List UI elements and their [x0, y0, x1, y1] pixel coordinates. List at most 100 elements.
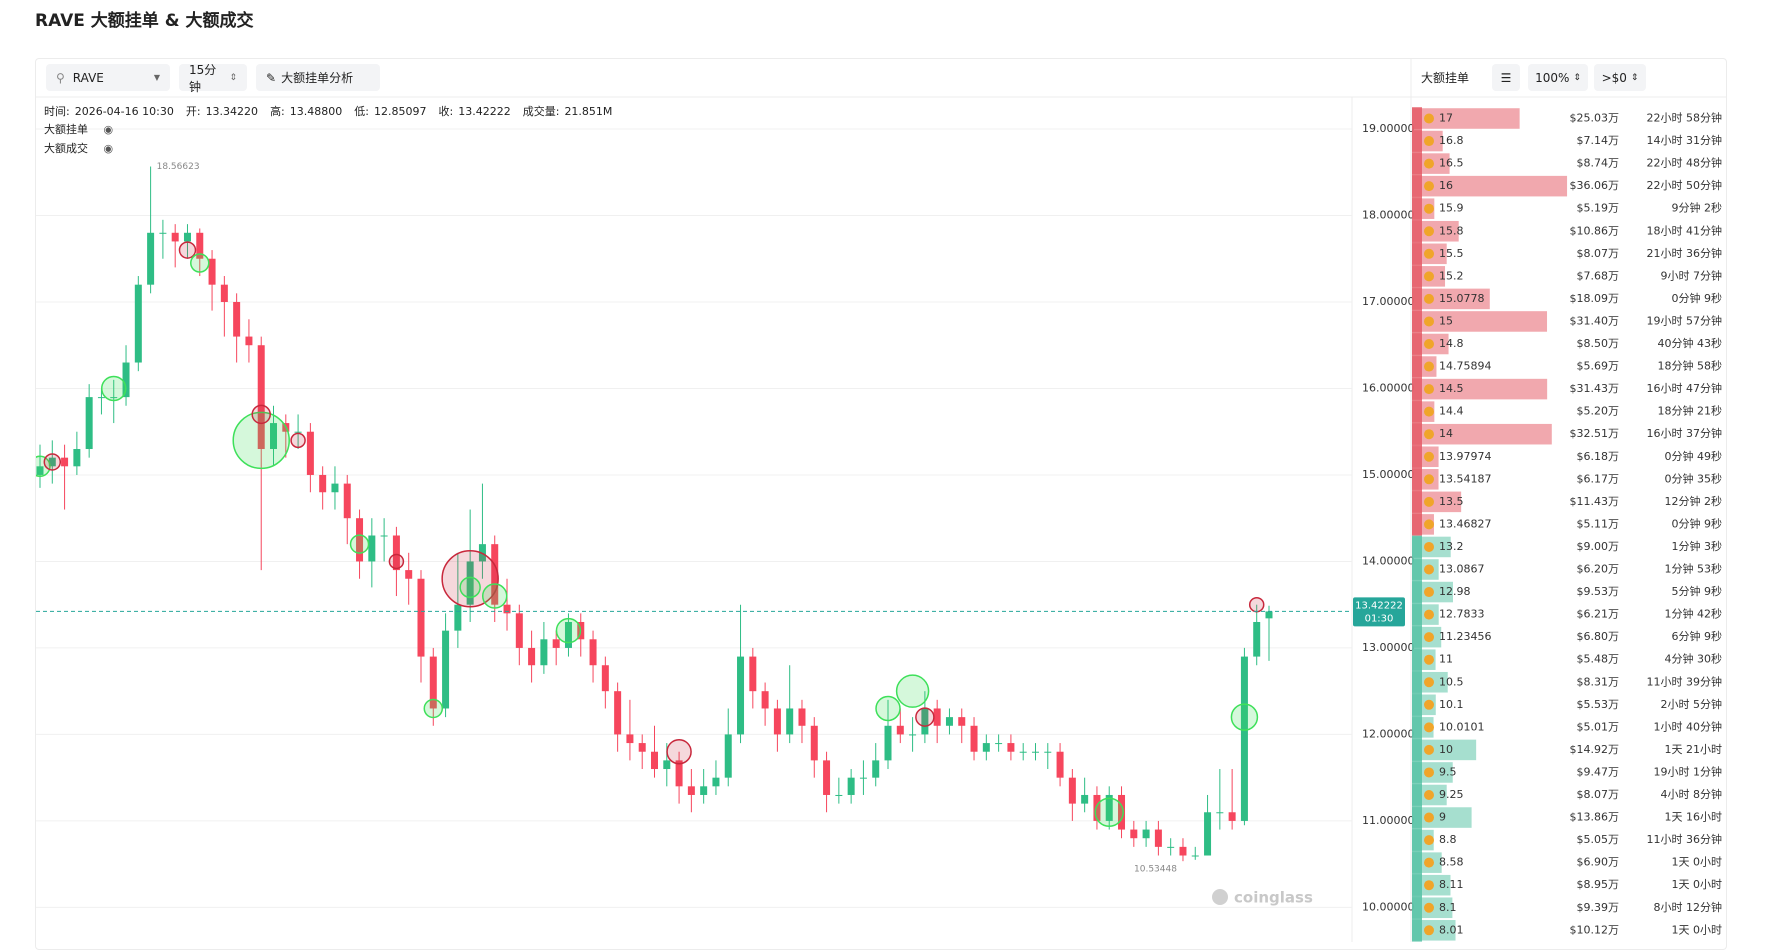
- coin-icon: [1424, 496, 1434, 507]
- candle-body: [749, 656, 757, 692]
- candle-body: [429, 656, 437, 709]
- analysis-button[interactable]: ✎ 大额挂单分析: [256, 64, 380, 91]
- order-amount: $6.21万: [1577, 608, 1620, 621]
- order-time: 1天 16小时: [1665, 811, 1723, 824]
- panel: [35, 58, 1727, 950]
- order-time: 40分钟 43秒: [1658, 336, 1723, 350]
- coin-icon: [1424, 474, 1434, 485]
- order-amount: $5.48万: [1577, 653, 1620, 666]
- settings-button[interactable]: ☰: [1492, 64, 1520, 91]
- y-tick-label: 13.00000: [1362, 641, 1415, 654]
- order-time: 18分钟 58秒: [1658, 359, 1723, 373]
- candle-body: [380, 535, 388, 537]
- amount-bar: [1412, 739, 1477, 761]
- order-price: 13.46827: [1439, 517, 1492, 530]
- order-row: 8.11 $8.95万 1天 0小时: [1412, 873, 1722, 897]
- coin-icon: [1424, 136, 1434, 147]
- candle-body: [552, 639, 560, 648]
- info-item: 低: 12.85097: [354, 103, 426, 119]
- order-price: 15.8: [1439, 224, 1464, 237]
- order-row: 8.8 $5.05万 11小时 36分钟: [1412, 828, 1722, 852]
- amount-bar: [1412, 220, 1459, 242]
- info-value: 13.48800: [289, 105, 343, 118]
- order-price: 9: [1439, 811, 1446, 824]
- order-time: 22小时 50分钟: [1647, 178, 1723, 192]
- order-price: 14.8: [1439, 337, 1464, 350]
- info-label: 高:: [270, 105, 285, 118]
- trade-bubble: [441, 549, 499, 608]
- order-amount: $32.51万: [1570, 427, 1620, 440]
- low-annotation: 10.53448: [1134, 865, 1177, 875]
- legend-item[interactable]: 大额成交 ◉: [44, 140, 113, 156]
- amount-bar: [1412, 108, 1520, 129]
- trade-bubble: [915, 707, 935, 727]
- candle-body: [257, 345, 265, 450]
- eye-icon: ◉: [103, 123, 114, 136]
- order-time: 1小时 40分钟: [1654, 719, 1723, 733]
- order-row: 9.5 $9.47万 19小时 1分钟: [1412, 761, 1722, 784]
- depth-select[interactable]: 100% ⇕: [1528, 64, 1588, 91]
- order-amount: $6.20万: [1577, 563, 1620, 576]
- trade-bubble: [388, 553, 405, 570]
- candle-body: [1228, 812, 1236, 821]
- candle-body: [442, 630, 450, 709]
- order-price: 14.5: [1439, 382, 1464, 395]
- candle-body: [737, 656, 745, 735]
- coin-icon: [1424, 587, 1434, 598]
- order-amount: $18.09万: [1570, 292, 1620, 305]
- coin-icon: [1424, 384, 1434, 395]
- candle-body: [884, 725, 892, 761]
- order-amount: $11.43万: [1570, 495, 1620, 508]
- order-price: 8.01: [1439, 923, 1464, 936]
- candle-body: [134, 284, 142, 363]
- symbol-select[interactable]: ⚲ RAVE ▼: [46, 64, 170, 91]
- order-amount: $8.07万: [1577, 247, 1620, 260]
- candle-body: [786, 708, 794, 735]
- filter-select[interactable]: >$0 ⇕: [1594, 64, 1646, 91]
- trade-bubble: [895, 674, 930, 708]
- order-price: 8.8: [1439, 833, 1457, 846]
- page-title: RAVE 大额挂单 & 大额成交: [35, 11, 254, 31]
- legend-item[interactable]: 大额挂单 ◉: [44, 121, 113, 137]
- amount-bar: [1412, 649, 1436, 670]
- candle-body: [601, 665, 609, 692]
- order-row: 11 $5.48万 4分钟 30秒: [1412, 648, 1722, 671]
- order-time: 11小时 39分钟: [1647, 674, 1723, 688]
- candle-body: [331, 483, 339, 493]
- order-price: 10.1: [1439, 698, 1464, 711]
- candle-body: [945, 717, 953, 726]
- candle-body: [626, 734, 634, 744]
- order-row: 12.98 $9.53万 5分钟 9秒: [1412, 580, 1722, 604]
- candle-body: [1056, 751, 1064, 778]
- amount-bar: [1412, 311, 1548, 332]
- order-time: 18小时 41分钟: [1647, 223, 1723, 237]
- order-row: 15.8 $10.86万 18小时 41分钟: [1412, 219, 1723, 243]
- candle-body: [1118, 794, 1126, 830]
- candle-body: [1142, 829, 1150, 839]
- order-price: 13.2: [1439, 540, 1464, 553]
- candle-body: [835, 794, 843, 796]
- coin-icon: [1424, 609, 1434, 620]
- trade-bubble: [423, 698, 444, 719]
- order-row: 13.5 $11.43万 12分钟 2秒: [1412, 490, 1722, 514]
- candle-body: [1216, 812, 1224, 814]
- order-amount: $7.68万: [1577, 269, 1620, 282]
- order-time: 0分钟 35秒: [1665, 471, 1723, 485]
- order-price: 15.9: [1439, 202, 1464, 215]
- order-row: 9.25 $8.07万 4小时 8分钟: [1412, 783, 1722, 807]
- interval-select[interactable]: 15分钟 ⇕: [179, 63, 247, 94]
- order-time: 16小时 47分钟: [1647, 381, 1723, 395]
- candle-body: [872, 760, 880, 778]
- candle-body: [466, 561, 474, 605]
- order-row: 13.0867 $6.20万 1分钟 53秒: [1412, 558, 1722, 581]
- coin-icon: [1424, 880, 1434, 891]
- watermark: coinglass: [1212, 889, 1313, 907]
- legend-label: 大额挂单: [44, 123, 88, 136]
- coin-icon: [1424, 790, 1434, 800]
- trade-bubble: [190, 253, 210, 273]
- order-row: 10.0101 $5.01万 1小时 40分钟: [1412, 716, 1722, 739]
- order-row: 8.1 $9.39万 8小时 12分钟: [1412, 896, 1722, 920]
- coin-icon: [1424, 248, 1434, 259]
- candle-body: [233, 301, 241, 337]
